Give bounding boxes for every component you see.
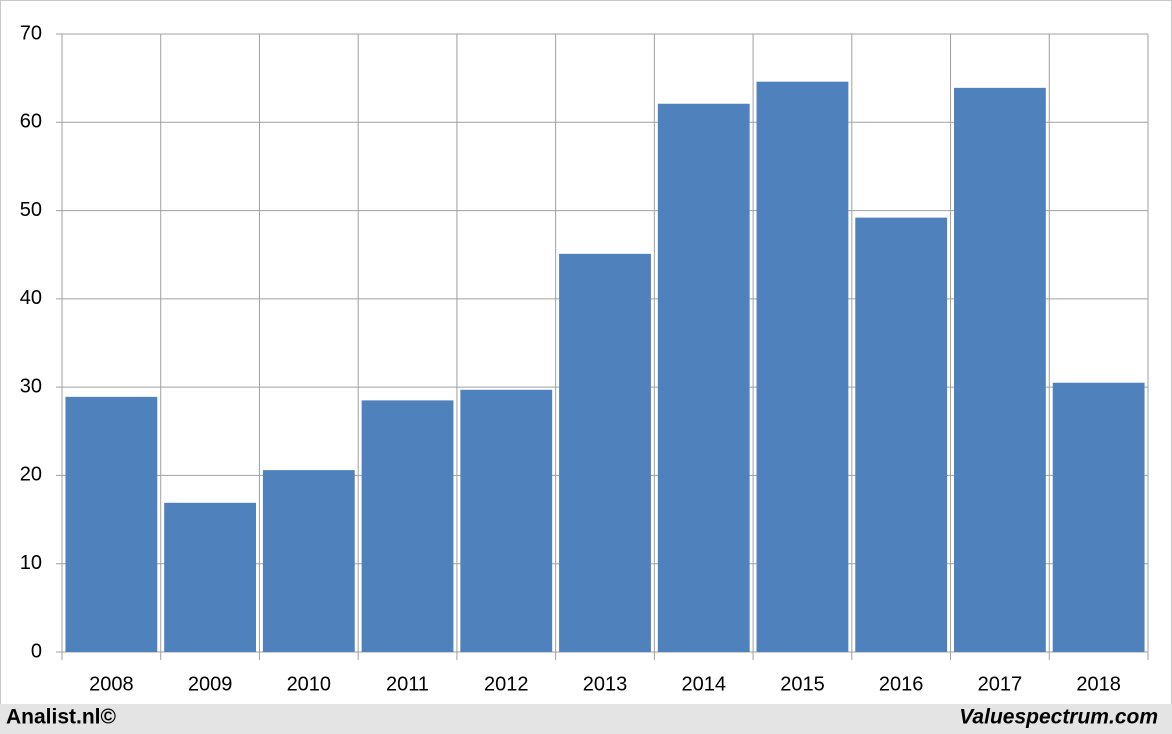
y-tick-label: 20 — [20, 464, 42, 486]
bar — [262, 470, 355, 652]
x-tick-label: 2013 — [583, 673, 628, 695]
x-tick-label: 2015 — [780, 673, 825, 695]
bar — [164, 502, 256, 652]
x-tick-label: 2010 — [287, 673, 332, 695]
bar — [1052, 382, 1145, 652]
bar — [756, 81, 849, 652]
x-tick-label: 2017 — [978, 673, 1023, 695]
y-tick-label: 10 — [20, 552, 42, 574]
y-tick-label: 60 — [20, 111, 42, 133]
y-tick-label: 50 — [20, 199, 42, 221]
y-tick-label: 70 — [20, 22, 42, 44]
bar — [954, 87, 1046, 652]
footer-right: Valuespectrum.com — [959, 706, 1158, 729]
x-tick-label: 2014 — [681, 673, 726, 695]
footer-bar — [0, 704, 1172, 734]
x-tick-label: 2018 — [1076, 673, 1121, 695]
bar — [460, 389, 553, 652]
y-tick-label: 30 — [20, 375, 42, 397]
bar — [855, 217, 948, 653]
x-tick-label: 2008 — [89, 673, 134, 695]
y-tick-label: 0 — [31, 640, 42, 662]
bar — [559, 253, 651, 652]
bar — [361, 400, 454, 652]
x-tick-label: 2012 — [484, 673, 529, 695]
x-tick-label: 2011 — [386, 673, 429, 695]
bar — [65, 396, 158, 652]
y-tick-label: 40 — [20, 287, 42, 309]
footer-left: Analist.nl© — [6, 706, 117, 729]
x-tick-label: 2009 — [188, 673, 233, 695]
bar — [657, 103, 750, 652]
x-tick-label: 2016 — [879, 673, 924, 695]
